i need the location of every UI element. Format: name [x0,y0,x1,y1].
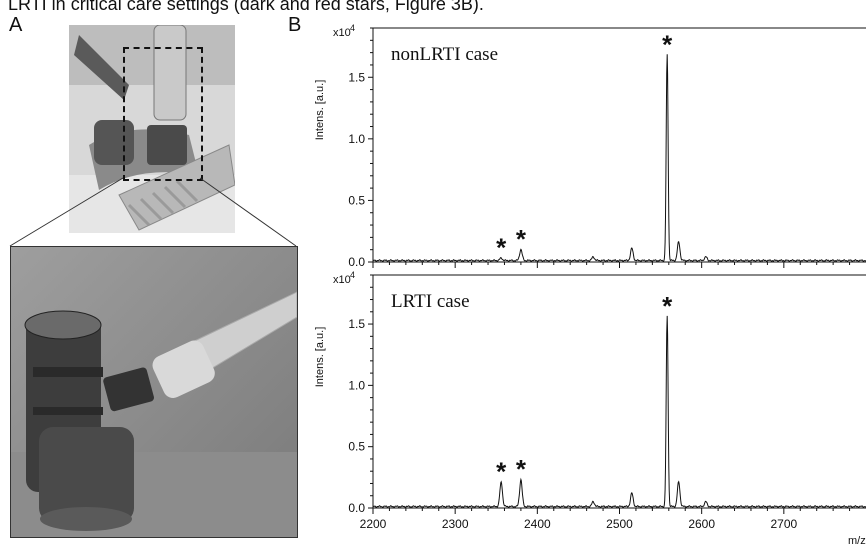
y-tick-label: 0.5 [348,440,365,454]
connector-closeup-illustration [11,247,297,537]
x-axis-label: m/z [848,535,866,547]
peak-star-marker: * [516,224,527,254]
ventilator-circuit-illustration [69,25,235,233]
y-scale-exponent: 4 [350,270,355,280]
x-tick-label: 2300 [442,517,469,531]
spectrum-title: nonLRTI case [391,44,498,65]
y-scale-exponent: 4 [350,23,355,33]
y-tick-label: 1.5 [348,70,365,84]
y-tick-label: 0.0 [348,501,365,515]
spectrum-title: LRTI case [391,291,470,312]
y-axis-label: Intens. [a.u.] [314,327,326,388]
ventilator-circuit-photo [69,25,235,233]
inset-dashed-box [123,47,203,181]
x-tick-label: 2500 [606,517,633,531]
y-tick-label: 0.0 [348,255,365,269]
y-tick-label: 0.5 [348,193,365,207]
panel-label-a: A [9,14,23,36]
connector-closeup-photo [10,246,298,538]
x-tick-label: 2700 [770,517,797,531]
y-scale-label: x10 [333,27,351,39]
y-scale-label: x10 [333,274,351,286]
peak-star-marker: * [496,456,507,486]
panel-label-b: B [288,14,302,36]
figure-caption-fragment: LRTI in critical care settings (dark and… [8,0,484,14]
x-tick-label: 2600 [688,517,715,531]
spectrum-trace [372,54,866,263]
y-tick-label: 1.5 [348,317,365,331]
peak-star-marker: * [662,29,673,59]
y-tick-label: 1.0 [348,378,365,392]
peak-star-marker: * [662,291,673,321]
peak-star-marker: * [516,454,527,484]
spectrum-trace [372,315,866,509]
x-tick-label: 2400 [524,517,551,531]
x-tick-label: 2200 [360,517,387,531]
y-tick-label: 1.0 [348,132,365,146]
y-axis-label: Intens. [a.u.] [314,80,326,141]
peak-star-marker: * [496,233,507,263]
